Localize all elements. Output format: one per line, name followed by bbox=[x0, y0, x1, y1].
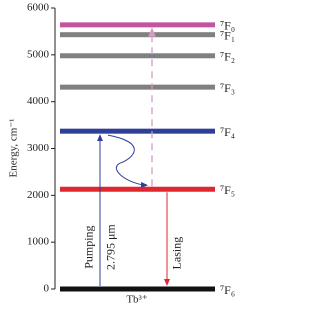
energy-level bbox=[60, 286, 215, 292]
level-label: ⁷F₁ bbox=[220, 28, 235, 42]
y-axis-label: Energy, cm⁻¹ bbox=[8, 119, 20, 178]
energy-level bbox=[60, 186, 215, 192]
y-tick-label: 2000 bbox=[27, 189, 50, 201]
energy-level bbox=[60, 128, 215, 134]
x-axis-label: Tb³⁺ bbox=[126, 294, 148, 306]
lasing-label: Lasing bbox=[170, 237, 184, 270]
level-label: ⁷F₃ bbox=[220, 81, 235, 95]
pumping-label: Pumping bbox=[82, 225, 96, 268]
energy-level bbox=[60, 32, 215, 38]
wavelength-label: 2.795 μm bbox=[104, 224, 118, 270]
y-tick-label: 6000 bbox=[27, 2, 50, 14]
level-label: ⁷F₅ bbox=[220, 183, 235, 197]
energy-level bbox=[60, 53, 215, 59]
y-tick-label: 5000 bbox=[27, 48, 50, 60]
level-label: ⁷F₄ bbox=[220, 125, 235, 139]
y-tick-label: 1000 bbox=[27, 236, 50, 248]
level-label: ⁷F₀ bbox=[220, 19, 235, 33]
energy-level bbox=[60, 84, 215, 90]
energy-level bbox=[60, 22, 215, 28]
level-label: ⁷F₂ bbox=[220, 50, 235, 64]
relaxation-arrow bbox=[107, 134, 148, 188]
energy-level-diagram: Energy, cm⁻¹ Tb³⁺ 0 1000 2000 3000 4000 5000 6… bbox=[8, 2, 236, 306]
y-tick-label: 4000 bbox=[27, 95, 50, 107]
level-label: ⁷F₆ bbox=[220, 283, 235, 297]
y-tick-label: 0 bbox=[44, 283, 50, 295]
y-tick-label: 3000 bbox=[27, 142, 50, 154]
